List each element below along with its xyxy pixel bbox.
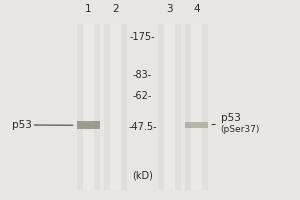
Text: -175-: -175- xyxy=(130,32,155,42)
Text: p53: p53 xyxy=(220,113,240,123)
Text: p53: p53 xyxy=(12,120,32,130)
Bar xyxy=(77,121,100,129)
Text: 3: 3 xyxy=(166,4,173,14)
Bar xyxy=(83,24,94,190)
Text: (kD): (kD) xyxy=(132,170,153,180)
Text: -47.5-: -47.5- xyxy=(128,122,157,132)
Text: 2: 2 xyxy=(112,4,119,14)
Text: 1: 1 xyxy=(85,4,92,14)
Text: -83-: -83- xyxy=(133,70,152,80)
Text: -62-: -62- xyxy=(133,91,152,101)
Bar xyxy=(104,24,127,190)
Bar xyxy=(185,122,208,128)
Bar xyxy=(164,24,175,190)
Bar xyxy=(191,24,202,190)
Text: (pSer37): (pSer37) xyxy=(220,126,260,134)
Bar xyxy=(185,24,208,190)
Bar xyxy=(77,24,100,190)
Text: 4: 4 xyxy=(193,4,200,14)
Bar xyxy=(110,24,121,190)
Bar xyxy=(158,24,181,190)
